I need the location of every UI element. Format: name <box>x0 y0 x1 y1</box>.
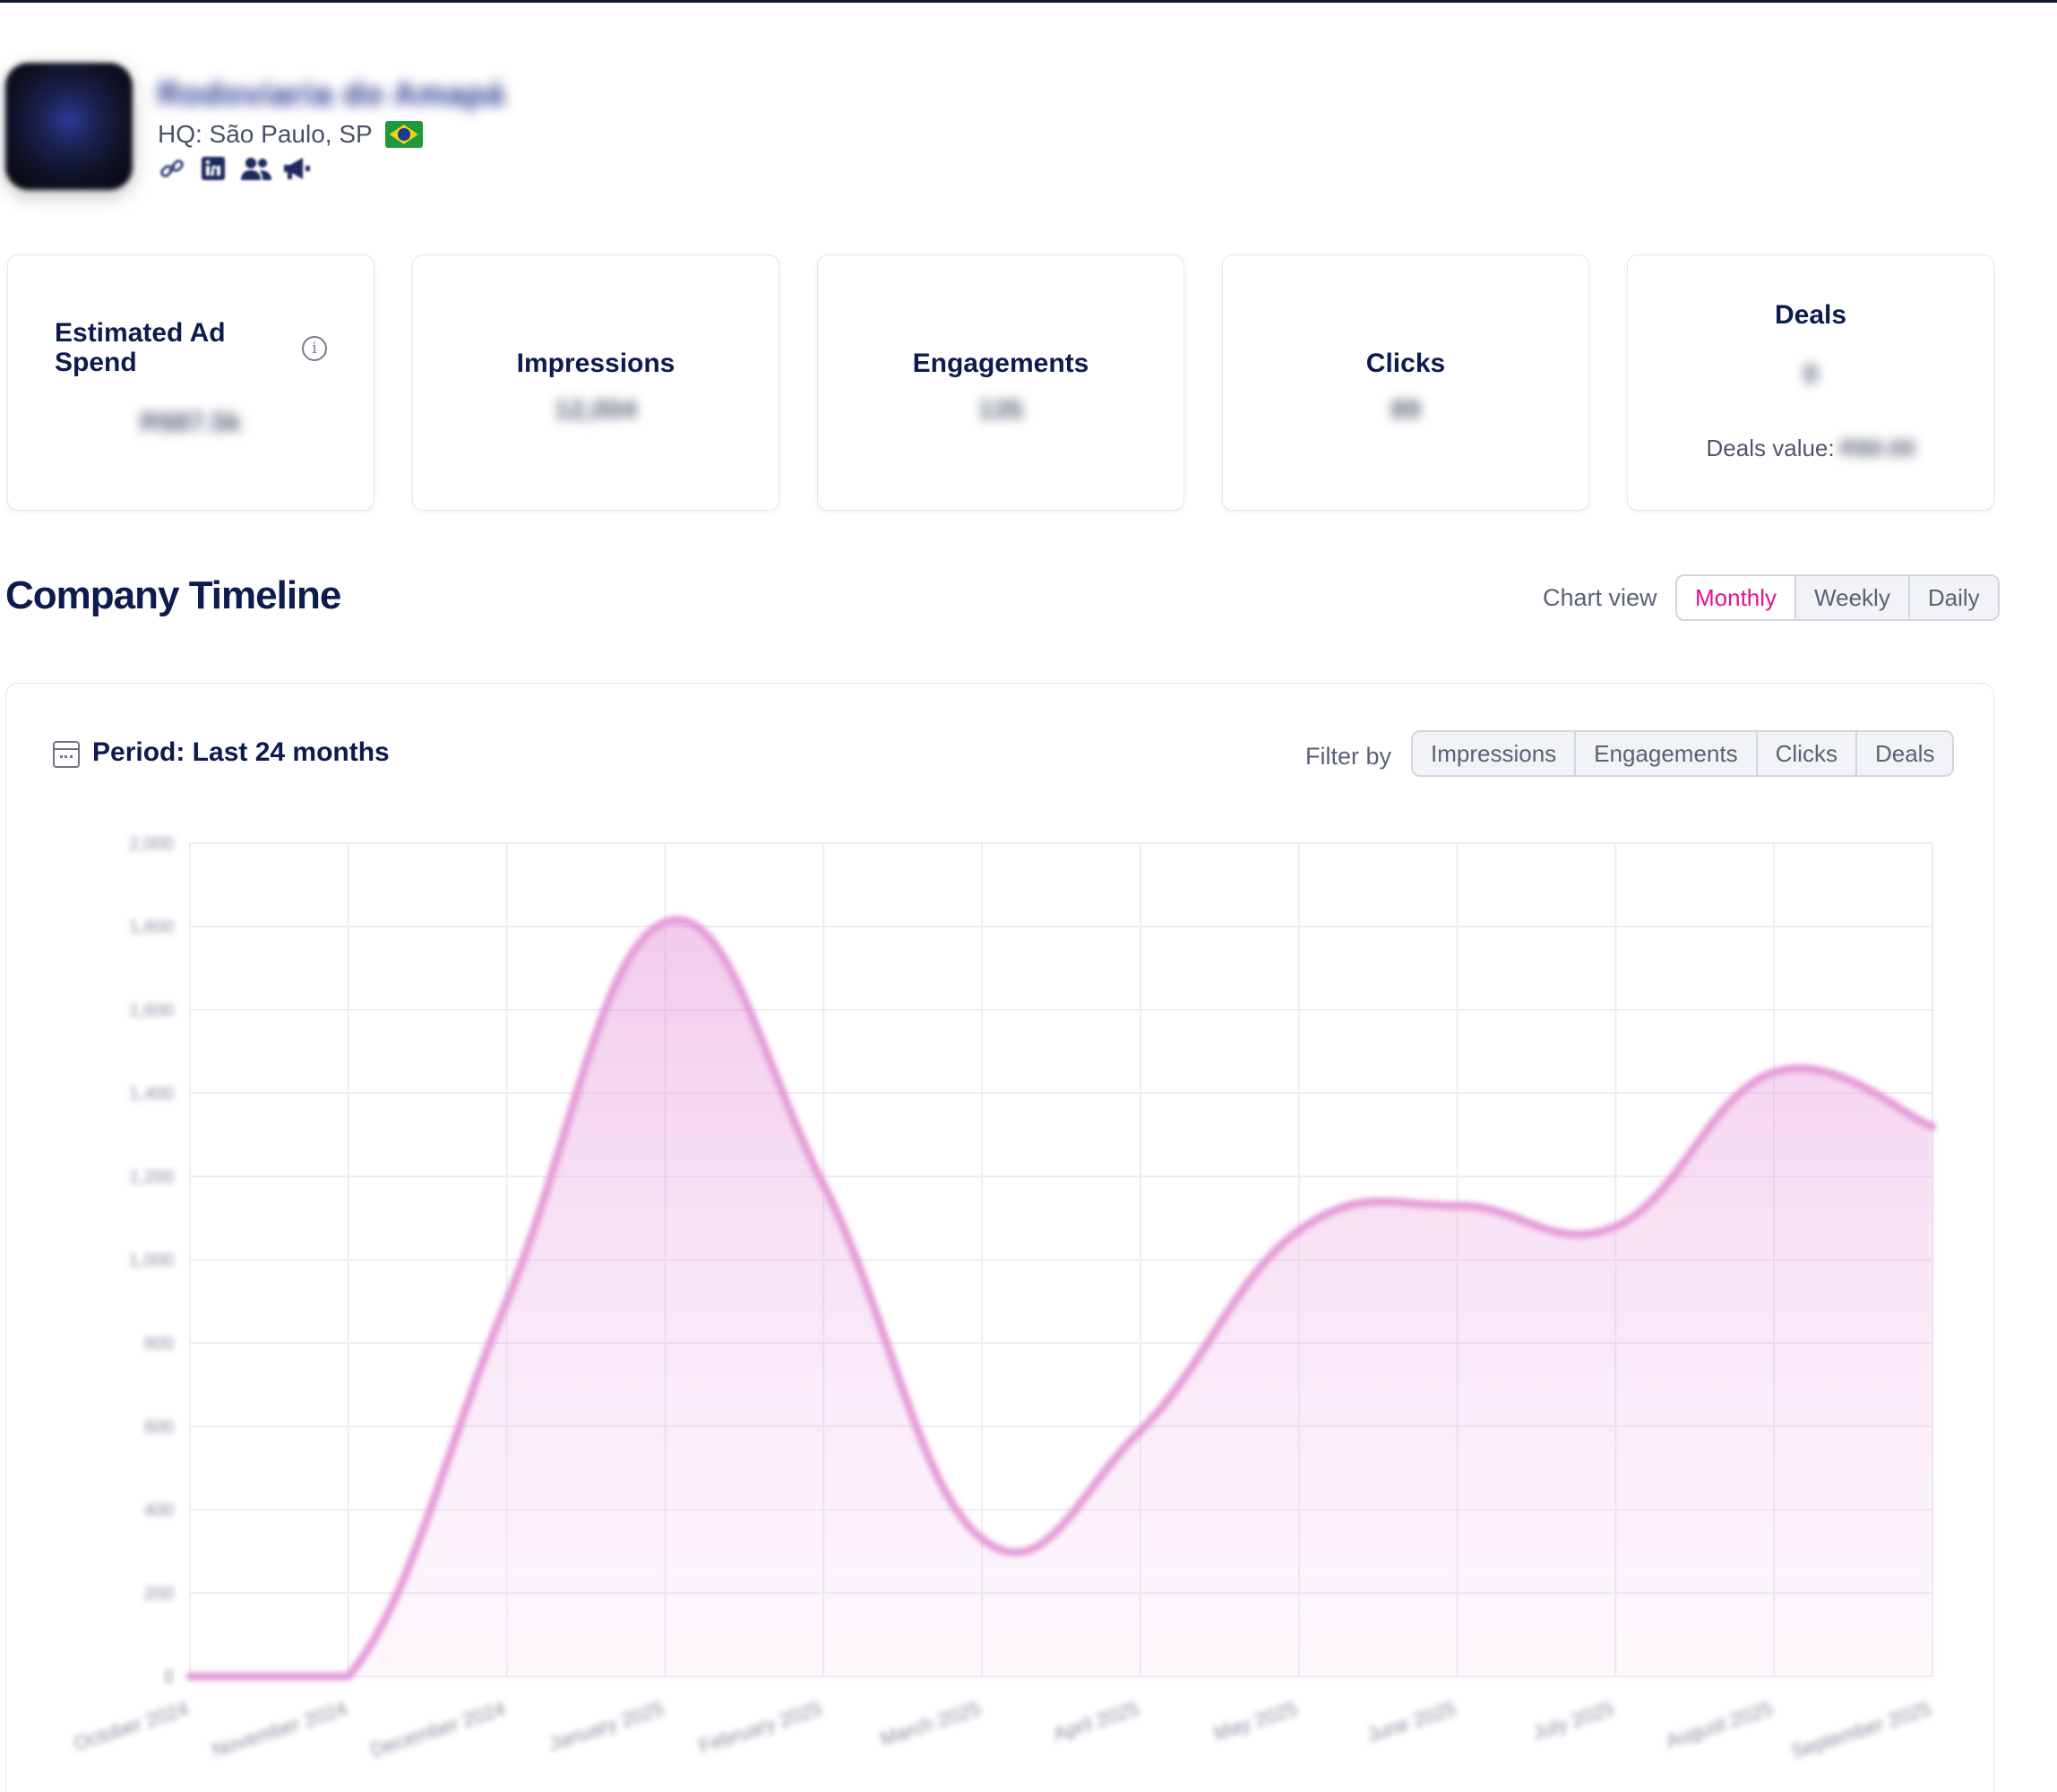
x-tick-label: October 2024 <box>71 1697 192 1755</box>
x-tick-label: April 2025 <box>1050 1697 1141 1745</box>
data-point[interactable] <box>656 913 674 931</box>
timeline-chart: 0 200 400 600 800 1,000 1,200 1,400 1,600 1,800 2,… <box>71 834 1941 1763</box>
stat-card-ad-spend: Estimated Ad Spend i R$87.5k <box>7 254 374 511</box>
x-tick-label: March 2025 <box>877 1697 983 1751</box>
stat-value: R$87.5k <box>140 408 242 437</box>
data-point[interactable] <box>1449 1197 1467 1215</box>
company-logo <box>5 63 133 190</box>
stat-label: Deals <box>1774 300 1847 330</box>
stat-label: Clicks <box>1365 349 1446 378</box>
megaphone-icon[interactable] <box>281 156 310 181</box>
data-point[interactable] <box>1765 1064 1783 1081</box>
chart-view-toggle: Monthly Weekly Daily <box>1675 574 2000 621</box>
y-tick-label: 1,200 <box>129 1167 174 1187</box>
deals-value-row: Deals value: R$0.00 <box>1628 435 1993 462</box>
data-point[interactable] <box>340 1667 357 1685</box>
stat-card-impressions: Impressions 12,004 <box>412 254 779 511</box>
x-tick-label: February 2025 <box>696 1697 825 1758</box>
social-links <box>158 156 310 181</box>
chart-view-weekly-button[interactable]: Weekly <box>1794 576 1908 619</box>
y-tick-label: 0 <box>164 1667 174 1687</box>
x-tick-label: July 2025 <box>1530 1697 1617 1745</box>
stat-value: 12,004 <box>555 395 637 425</box>
filter-deals-button[interactable]: Deals <box>1855 732 1953 775</box>
stat-value: 89 <box>1390 395 1421 425</box>
filter-clicks-button[interactable]: Clicks <box>1755 732 1855 775</box>
stat-value: 0 <box>1803 359 1819 389</box>
filter-impressions-button[interactable]: Impressions <box>1413 732 1575 775</box>
y-tick-label: 1,600 <box>129 1001 174 1021</box>
timeline-title: Company Timeline <box>5 573 341 617</box>
y-tick-label: 2,000 <box>129 834 174 854</box>
series-line[interactable] <box>185 916 1937 1681</box>
period-label: Period: Last 24 months <box>92 737 390 767</box>
x-tick-label: January 2025 <box>546 1697 667 1755</box>
y-tick-label: 1,400 <box>129 1084 174 1104</box>
data-point[interactable] <box>814 1176 832 1193</box>
people-icon[interactable] <box>240 156 271 181</box>
y-tick-label: 1,000 <box>129 1251 174 1271</box>
chart-view-daily-button[interactable]: Daily <box>1907 576 1998 619</box>
data-point[interactable] <box>1924 1117 1941 1135</box>
calendar-icon <box>53 741 80 768</box>
x-tick-label: June 2025 <box>1364 1697 1459 1747</box>
y-tick-label: 400 <box>144 1501 174 1521</box>
stat-label: Impressions <box>516 349 676 378</box>
hq-row: HQ: São Paulo, SP <box>158 120 423 149</box>
timeline-panel: Period: Last 24 months Filter by Impress… <box>5 683 1994 1792</box>
data-point[interactable] <box>1132 1422 1149 1440</box>
filter-toggle: Impressions Engagements Clicks Deals <box>1411 730 1955 777</box>
data-point[interactable] <box>973 1530 991 1548</box>
chart-view-monthly-button[interactable]: Monthly <box>1677 576 1795 619</box>
y-tick-label: 1,800 <box>129 918 174 937</box>
link-icon[interactable] <box>158 156 186 181</box>
brazil-flag-icon <box>384 121 423 148</box>
x-tick-label: May 2025 <box>1211 1697 1301 1745</box>
filter-engagements-button[interactable]: Engagements <box>1574 732 1756 775</box>
stat-label: Engagements <box>912 349 1089 378</box>
hq-location: HQ: São Paulo, SP <box>158 120 373 148</box>
stat-card-deals: Deals 0 Deals value: R$0.00 <box>1627 254 1994 511</box>
filter-label: Filter by <box>1305 743 1392 770</box>
data-point[interactable] <box>498 1293 516 1311</box>
y-tick-label: 200 <box>144 1584 174 1604</box>
info-icon[interactable]: i <box>302 336 327 361</box>
stat-value: 135 <box>977 395 1024 425</box>
top-border <box>0 0 2057 3</box>
stat-card-clicks: Clicks 89 <box>1222 254 1589 511</box>
stat-card-engagements: Engagements 135 <box>817 254 1184 511</box>
data-point[interactable] <box>1606 1218 1624 1236</box>
deals-value-amount: R$0.00 <box>1839 435 1915 461</box>
data-point[interactable] <box>1290 1221 1308 1239</box>
company-name: Rodoviaria do Amapá <box>158 75 505 112</box>
data-point[interactable] <box>181 1667 199 1685</box>
chart-view-label: Chart view <box>1543 584 1657 611</box>
deals-value-label: Deals value: <box>1706 435 1835 461</box>
x-tick-label: August 2025 <box>1664 1697 1776 1753</box>
x-tick-label: December 2024 <box>368 1697 509 1762</box>
series-area <box>190 919 1932 1676</box>
linkedin-icon[interactable] <box>199 156 228 181</box>
x-tick-label: November 2024 <box>210 1697 350 1762</box>
x-tick-label: September 2025 <box>1788 1697 1933 1763</box>
stat-label: Estimated Ad Spend <box>55 318 226 377</box>
y-tick-label: 800 <box>144 1334 174 1354</box>
y-tick-label: 600 <box>144 1417 174 1437</box>
